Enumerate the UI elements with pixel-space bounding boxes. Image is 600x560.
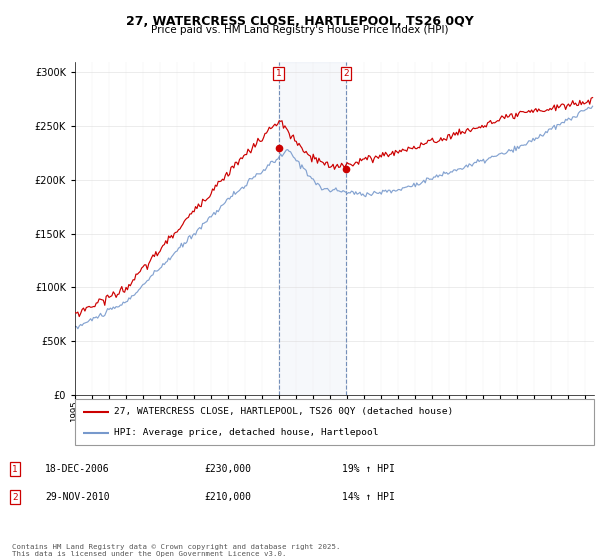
- Text: 29-NOV-2010: 29-NOV-2010: [45, 492, 110, 502]
- Text: Contains HM Land Registry data © Crown copyright and database right 2025.
This d: Contains HM Land Registry data © Crown c…: [12, 544, 341, 557]
- Text: 14% ↑ HPI: 14% ↑ HPI: [342, 492, 395, 502]
- Text: 19% ↑ HPI: 19% ↑ HPI: [342, 464, 395, 474]
- FancyBboxPatch shape: [75, 399, 594, 445]
- Text: £230,000: £230,000: [204, 464, 251, 474]
- Text: Price paid vs. HM Land Registry's House Price Index (HPI): Price paid vs. HM Land Registry's House …: [151, 25, 449, 35]
- Text: 2: 2: [343, 69, 349, 78]
- Text: 27, WATERCRESS CLOSE, HARTLEPOOL, TS26 0QY: 27, WATERCRESS CLOSE, HARTLEPOOL, TS26 0…: [126, 15, 474, 27]
- Text: HPI: Average price, detached house, Hartlepool: HPI: Average price, detached house, Hart…: [114, 428, 379, 437]
- Text: 1: 1: [12, 465, 18, 474]
- Text: £210,000: £210,000: [204, 492, 251, 502]
- Text: 27, WATERCRESS CLOSE, HARTLEPOOL, TS26 0QY (detached house): 27, WATERCRESS CLOSE, HARTLEPOOL, TS26 0…: [114, 407, 453, 416]
- Text: 2: 2: [12, 493, 18, 502]
- Text: 18-DEC-2006: 18-DEC-2006: [45, 464, 110, 474]
- Text: 1: 1: [275, 69, 281, 78]
- Bar: [278, 62, 346, 395]
